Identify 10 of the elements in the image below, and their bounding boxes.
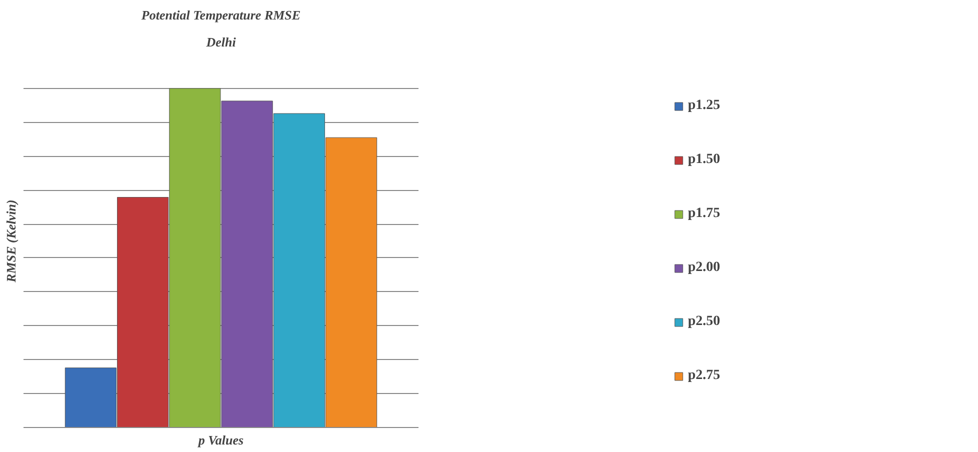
legend-label: p2.00 xyxy=(688,260,720,276)
chart-title: Potential Temperature RMSE xyxy=(141,8,301,22)
legend-label: p1.50 xyxy=(688,152,720,168)
legend-label: p2.50 xyxy=(688,314,720,330)
legend-label: p1.25 xyxy=(688,98,720,114)
y-axis-title: RMSE (Kelvin) xyxy=(4,200,18,284)
x-axis-title: p Values xyxy=(197,432,244,448)
legend-label: p2.75 xyxy=(688,368,720,384)
legend-label: p1.75 xyxy=(688,206,720,222)
chart-subtitle: Delhi xyxy=(205,34,236,50)
